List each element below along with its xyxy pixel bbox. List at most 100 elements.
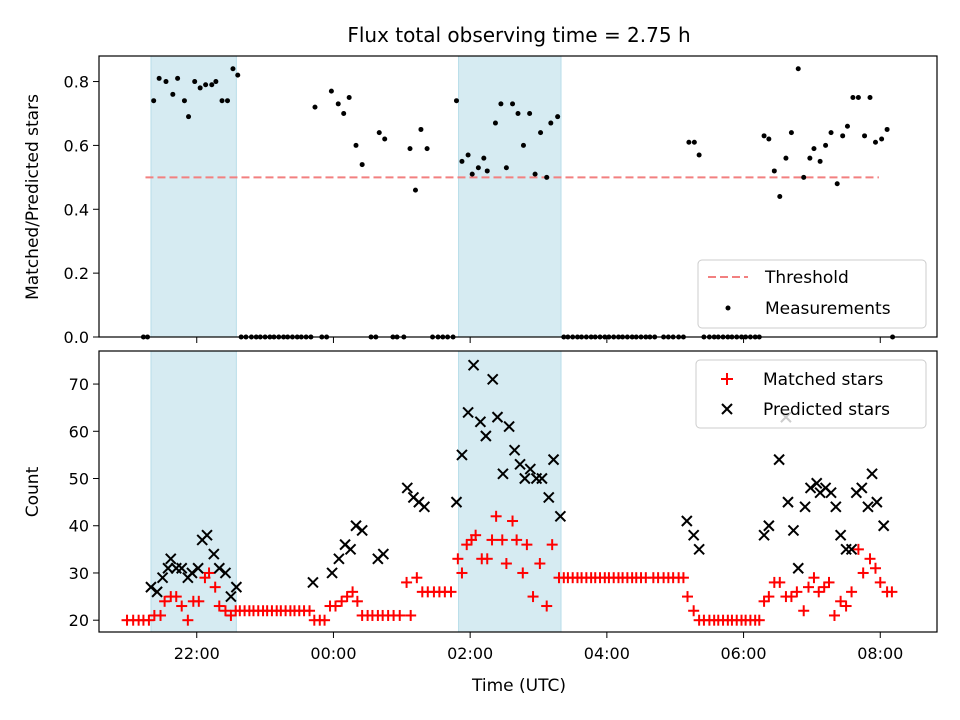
measurement-point-105 — [691, 139, 697, 145]
predicted-star-point-32 — [462, 406, 474, 419]
measurement-point-17 — [235, 72, 241, 78]
top-y-axis-label: Matched/Predicted stars — [23, 94, 43, 300]
predicted-star-point-50 — [687, 529, 700, 541]
matched-star-point-13 — [193, 595, 205, 607]
matched-star-point-73 — [500, 558, 512, 570]
measurement-point-121 — [766, 136, 772, 142]
x-tick-label-4: 06:00 — [721, 644, 767, 663]
top-legend: Threshold Measurements — [697, 259, 927, 329]
measurement-point-136 — [850, 95, 856, 101]
predicted-star-point-52 — [758, 529, 770, 541]
measurement-point-129 — [811, 146, 817, 152]
top-shaded-intervals — [150, 55, 562, 338]
bottom-y-axis-label: Count — [23, 466, 43, 517]
measurement-point-34 — [312, 104, 318, 110]
measurement-point-13 — [213, 79, 219, 85]
matched-star-point-75 — [511, 534, 523, 546]
matched-star-point-146 — [874, 576, 886, 588]
measurement-point-126 — [795, 66, 801, 72]
matched-star-point-138 — [828, 609, 840, 621]
x-tick-label-0: 22:00 — [174, 644, 220, 663]
matched-star-point-44 — [347, 586, 359, 598]
bottom-y-tick-label-2: 40 — [69, 517, 89, 536]
predicted-star-point-54 — [773, 453, 785, 466]
predicted-star-point-49 — [681, 515, 693, 527]
measurement-point-5 — [170, 91, 176, 97]
matched-star-point-9 — [170, 591, 182, 603]
measurement-point-51 — [412, 187, 418, 193]
measurement-point-68 — [503, 165, 509, 171]
measurement-point-74 — [538, 130, 544, 136]
measurement-point-40 — [346, 95, 352, 101]
matched-star-point-4 — [143, 614, 155, 626]
matched-star-point-43 — [341, 591, 353, 603]
bottom-shaded-intervals — [150, 350, 562, 633]
measurement-point-70 — [515, 110, 521, 116]
measurement-point-38 — [335, 101, 341, 107]
predicted-star-point-55 — [782, 496, 794, 508]
measurement-point-50 — [407, 146, 413, 152]
matched-star-point-74 — [507, 515, 519, 527]
measurement-point-127 — [801, 174, 807, 180]
predicted-star-point-13 — [213, 562, 226, 574]
measurement-point-142 — [884, 126, 890, 132]
measurement-point-77 — [555, 114, 561, 120]
predicted-star-point-2 — [156, 571, 169, 584]
matched-star-point-81 — [546, 539, 558, 551]
predicted-star-point-17 — [307, 576, 319, 589]
matched-star-point-53 — [394, 609, 406, 621]
matched-star-point-7 — [159, 595, 171, 607]
measurement-point-132 — [828, 130, 834, 136]
top-y-tick-label-4: 0.8 — [64, 73, 89, 92]
matched-star-point-110 — [688, 605, 700, 617]
matched-star-point-108 — [677, 572, 689, 584]
predicted-star-point-42 — [519, 472, 531, 485]
matched-star-point-134 — [808, 572, 820, 584]
matched-star-point-128 — [774, 576, 786, 588]
matched-star-point-132 — [798, 605, 810, 617]
matched-star-point-54 — [401, 576, 413, 588]
top-shaded-interval-1 — [458, 55, 562, 338]
predicted-star-point-53 — [763, 520, 775, 532]
matched-star-point-18 — [219, 605, 231, 617]
predicted-star-point-18 — [326, 567, 338, 579]
measurement-point-60 — [459, 158, 465, 164]
legend-predicted-swatch — [721, 403, 733, 415]
top-y-tick-label-2: 0.4 — [64, 200, 89, 219]
matched-star-point-70 — [486, 534, 498, 546]
predicted-star-point-56 — [787, 524, 800, 537]
measurement-point-53 — [424, 146, 430, 152]
bottom-y-tick-label-3: 50 — [69, 470, 89, 489]
measurement-point-135 — [844, 123, 850, 129]
matched-star-point-65 — [461, 539, 473, 551]
measurement-point-37 — [328, 88, 334, 94]
chart-title: Flux total observing time = 2.75 h — [347, 23, 690, 47]
bottom-legend: Matched stars Predicted stars — [695, 359, 927, 429]
bottom-x-ticks: 22:00 00:00 02:00 04:00 06:00 08:00 — [174, 632, 903, 663]
matched-star-point-137 — [823, 576, 835, 588]
predicted-star-point-58 — [799, 501, 811, 513]
predicted-star-point-35 — [480, 430, 492, 442]
matched-star-point-42 — [336, 595, 348, 607]
matched-star-point-15 — [203, 567, 215, 579]
measurement-point-2 — [151, 98, 157, 104]
matched-star-point-124 — [753, 614, 765, 626]
x-tick-label-2: 02:00 — [447, 644, 493, 663]
measurement-point-39 — [341, 110, 347, 116]
measurement-point-66 — [492, 120, 498, 126]
measurement-point-15 — [225, 98, 231, 104]
predicted-star-point-40 — [508, 444, 521, 456]
predicted-star-point-9 — [192, 562, 204, 574]
matched-star-point-69 — [481, 553, 493, 565]
matched-star-point-142 — [852, 543, 864, 555]
measurement-point-46 — [382, 136, 388, 142]
matched-star-point-145 — [869, 562, 881, 574]
predicted-star-point-45 — [536, 472, 548, 485]
legend-measurements-swatch — [725, 305, 731, 311]
predicted-star-point-51 — [693, 543, 705, 556]
matched-star-point-55 — [405, 609, 417, 621]
bottom-shaded-interval-0 — [150, 350, 237, 633]
bottom-y-tick-label-1: 30 — [69, 564, 89, 583]
predicted-star-point-39 — [503, 420, 515, 433]
